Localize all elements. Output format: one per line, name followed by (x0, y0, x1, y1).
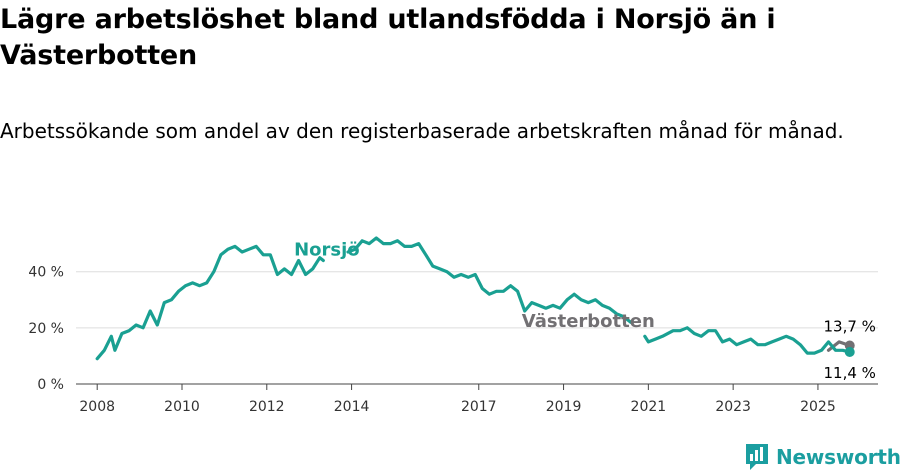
y-tick-label: 0 % (37, 377, 64, 393)
norsjo-line (346, 236, 633, 324)
x-tick-label: 2021 (631, 399, 667, 415)
norsjo-line (643, 326, 852, 355)
norsjo-end-label: 11,4 % (824, 364, 876, 382)
x-tick-label: 2017 (461, 399, 497, 415)
y-tick-label: 40 % (28, 265, 64, 281)
vasterbotten-series-label: Västerbotten (522, 311, 655, 332)
chart-subtitle: Arbetssökande som andel av den registerb… (0, 119, 844, 143)
vasterbotten-end-label: 13,7 % (824, 318, 876, 336)
y-tick-label: 20 % (28, 321, 64, 337)
brand-name: Newsworthy (776, 445, 900, 469)
norsjo-series-label: Norsjö (294, 240, 360, 261)
chart-title: Lägre arbetslöshet bland utlandsfödda i … (0, 4, 776, 71)
x-tick-label: 2012 (249, 399, 285, 415)
y-axis-ticks: 0 % 20 % 40 % (28, 265, 64, 393)
norsjo-line (95, 244, 325, 361)
x-tick-label: 2023 (715, 399, 751, 415)
series-lines (95, 236, 855, 361)
series-labels: Norsjö Västerbotten 13,7 % 11,4 % (294, 240, 876, 382)
x-tick-label: 2010 (164, 399, 200, 415)
x-tick-label: 2014 (334, 399, 370, 415)
grid-lines (76, 271, 878, 385)
x-tick-label: 2019 (546, 399, 582, 415)
x-tick-label: 2008 (79, 399, 115, 415)
newsworthy-icon (746, 444, 768, 470)
norsjo-end-point (844, 346, 855, 357)
brand-logo: Newsworthy (744, 441, 900, 473)
x-axis-ticks: 2008 2010 2012 2014 2017 2019 2021 2023 2025 (79, 384, 836, 415)
x-tick-label: 2025 (800, 399, 836, 415)
